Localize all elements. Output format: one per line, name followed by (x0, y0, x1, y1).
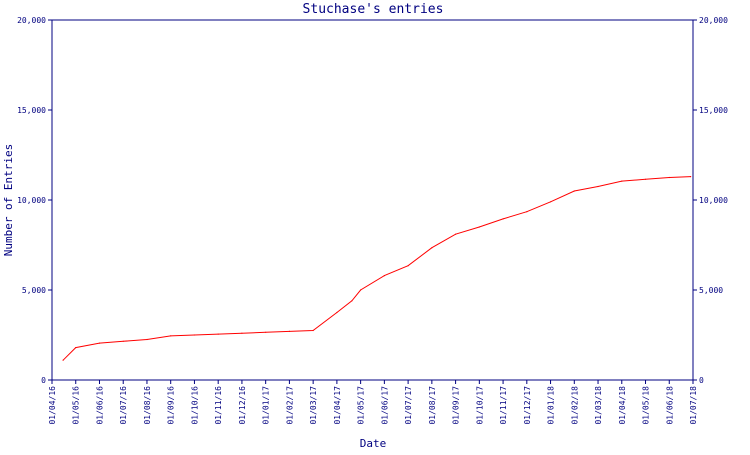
data-point (360, 289, 362, 291)
x-tick-label: 01/01/17 (262, 386, 271, 425)
data-point (597, 185, 599, 188)
data-point (644, 178, 647, 180)
data-point (122, 340, 124, 342)
x-tick-label: 01/07/16 (119, 386, 128, 425)
y-tick-label-left: 20,000 (17, 16, 46, 25)
data-point (690, 176, 692, 178)
x-tick-label: 01/06/18 (665, 386, 674, 425)
data-point (383, 275, 385, 277)
data-point (170, 335, 172, 337)
x-tick-label: 01/03/17 (309, 386, 318, 425)
y-tick-label-right: 5,000 (699, 286, 723, 295)
y-tick-label-left: 0 (41, 376, 46, 385)
x-tick-label: 01/12/16 (238, 386, 247, 425)
data-point (193, 334, 195, 336)
x-tick-label: 01/08/16 (143, 386, 152, 425)
tick-marks: 0 0 5,000 5,000 10,000 10,000 15,000 15,000 20,0… (17, 16, 728, 425)
data-point (573, 190, 575, 192)
x-axis-title: Date (360, 437, 387, 450)
data-point (146, 338, 148, 341)
x-tick-label: 01/09/16 (167, 386, 176, 425)
y-tick-label-right: 0 (699, 376, 704, 385)
chart-title: Stuchase's entries (303, 2, 444, 17)
x-tick-label: 01/10/16 (190, 386, 199, 425)
data-point (621, 180, 623, 182)
x-tick-label: 01/06/17 (380, 386, 389, 425)
x-tick-label: 01/05/16 (72, 386, 81, 425)
data-point (478, 226, 480, 228)
x-tick-label: 01/06/16 (95, 386, 104, 425)
x-tick-label: 01/11/17 (499, 386, 508, 425)
y-tick-label-right: 20,000 (699, 16, 728, 25)
x-tick-label: 01/04/16 (48, 386, 57, 425)
y-tick-label-left: 10,000 (17, 196, 46, 205)
data-point (336, 311, 338, 314)
data-point (668, 176, 670, 179)
x-tick-label: 01/04/17 (333, 386, 342, 425)
data-point (75, 347, 77, 349)
x-tick-label: 01/01/18 (547, 386, 556, 425)
data-point (217, 333, 219, 335)
data-point (502, 218, 504, 220)
y-tick-label-right: 15,000 (699, 106, 728, 115)
series-line (62, 176, 691, 361)
data-point (265, 331, 267, 333)
y-tick-label-left: 5,000 (22, 286, 46, 295)
plot-frame (51, 19, 694, 381)
x-tick-label: 01/10/17 (475, 386, 484, 425)
data-point (62, 359, 64, 361)
x-tick-label: 01/04/18 (618, 386, 627, 425)
x-tick-label: 01/05/17 (357, 386, 366, 425)
x-tick-label: 01/03/18 (594, 386, 603, 425)
x-tick-label: 01/12/17 (523, 386, 532, 425)
x-tick-label: 01/11/16 (214, 386, 223, 425)
data-point (431, 247, 433, 249)
x-tick-label: 01/02/18 (570, 386, 579, 425)
x-tick-label: 01/09/17 (452, 386, 461, 425)
y-tick-label-left: 15,000 (17, 106, 46, 115)
x-tick-label: 01/08/17 (428, 386, 437, 425)
series-layer (62, 176, 692, 361)
y-axis-title: Number of Entries (2, 144, 15, 257)
axes (51, 19, 694, 381)
data-point (407, 265, 409, 267)
x-tick-label: 01/07/17 (404, 386, 413, 425)
data-point (312, 329, 314, 332)
data-point (455, 233, 457, 235)
data-point (241, 332, 243, 334)
y-tick-label-right: 10,000 (699, 196, 728, 205)
data-point (351, 300, 353, 302)
data-point (98, 342, 101, 344)
x-tick-label: 01/07/18 (689, 386, 698, 425)
x-tick-label: 01/05/18 (642, 386, 651, 425)
data-point (526, 211, 528, 213)
data-point (550, 201, 552, 203)
x-tick-label: 01/02/17 (285, 386, 294, 425)
data-point (288, 330, 290, 332)
